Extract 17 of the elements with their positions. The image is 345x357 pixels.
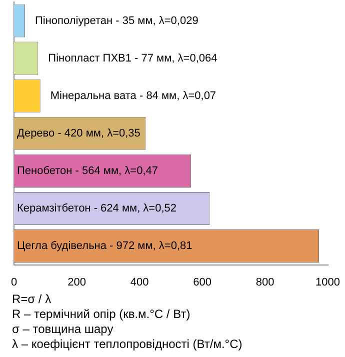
x-tick-label: 800	[256, 276, 274, 288]
y-tick-label: Пінополіуретан - 35 мм, λ=0,029	[34, 14, 198, 27]
text: R – термічний опір (кв.м.°С / Вт)	[12, 307, 192, 322]
text: R=σ / λ	[12, 292, 52, 307]
text: σ – товщина шару	[12, 322, 114, 337]
x-tick-label: 600	[193, 276, 212, 288]
text: λ – коефіцієнт теплопровідності (Вт/м.°С)	[12, 337, 244, 352]
y-tick-label: Керамзітбетон - 624 мм, λ=0,52	[17, 202, 177, 215]
y-tick-label: Пінопласт ПХВ1 - 77 мм, λ=0,064	[48, 52, 218, 64]
y-tick-label: Цегла будівельна - 972 мм, λ=0,81	[17, 240, 192, 252]
y-tick-label: Дерево - 420 мм, λ=0,35	[17, 127, 140, 140]
y-tick-label: Мінеральна вата - 84 мм, λ=0,07	[50, 90, 216, 102]
x-tick-label: 0	[10, 276, 18, 288]
x-tick-label: 1000	[316, 276, 340, 288]
y-tick-label: Пенобетон - 564 мм, λ=0,47	[17, 164, 158, 177]
x-tick-label: 400	[130, 276, 149, 288]
x-tick-label: 200	[68, 276, 86, 288]
